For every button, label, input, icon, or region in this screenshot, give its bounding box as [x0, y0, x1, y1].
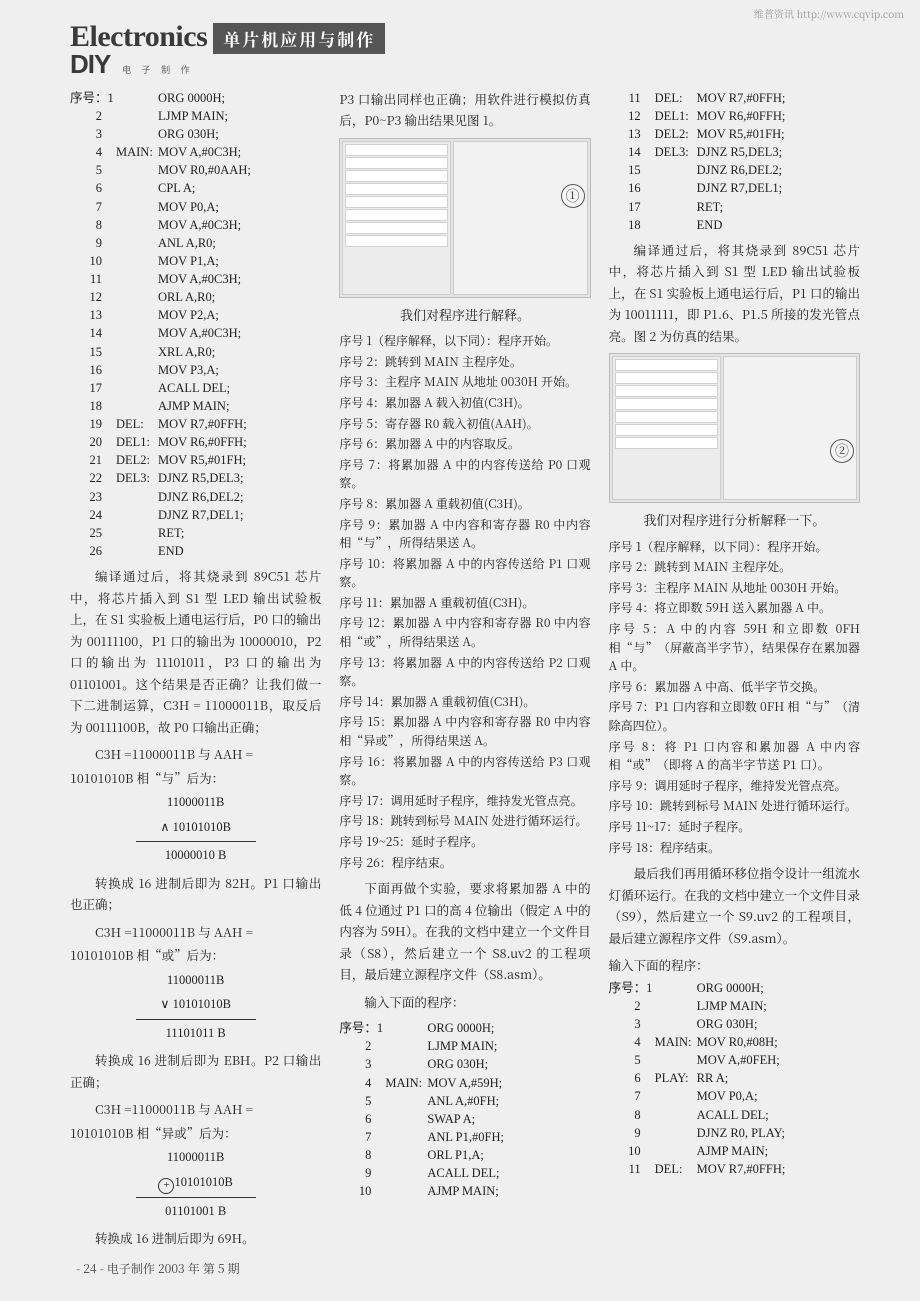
bin-or-2: ∨ 10101010B [70, 994, 321, 1016]
diy-text: DIY [70, 49, 110, 79]
explain-list-2: 序号 1（程序解释，以下同）：程序开始。序号 2：跳转到 MAIN 主程序处。序… [609, 538, 860, 858]
masthead: Electronics 单片机应用与制作 [70, 20, 860, 54]
col3-para-2: 输入下面的程序： [609, 955, 860, 977]
explain-item: 序号 7：将累加器 A 中的内容传送给 P0 口观察。 [339, 456, 590, 493]
rule-xor [136, 1197, 256, 1198]
col1-para-4: 转换成 16 进制后即为 69H。 [70, 1228, 321, 1250]
figure-1-right: ① [453, 141, 587, 295]
col3-para-1: 最后我们再用循环移位指令设计一组流水灯循环运行。在我的文档中建立一个文件目录（S… [609, 863, 860, 949]
code-block-a: 序号：1ORG 0000H;2LJMP MAIN;3ORG 030H;4MAIN… [70, 89, 321, 560]
explain-item: 序号 4：将立即数 59H 送入累加器 A 中。 [609, 599, 860, 618]
bin-xor-3: 01101001 B [70, 1201, 321, 1223]
caption-2: 我们对程序进行分析解释一下。 [609, 509, 860, 531]
explain-item: 序号 9：调用延时子程序，维持发光管点亮。 [609, 777, 860, 796]
explain-item: 序号 14：累加器 A 重载初值(C3H)。 [339, 693, 590, 712]
col1-eq2a: C3H =11000011B 与 AAH = [70, 922, 321, 944]
explain-item: 序号 13：将累加器 A 中的内容传送给 P2 口观察。 [339, 654, 590, 691]
column-3: 11DEL:MOV R7,#0FFH;12DEL1:MOV R6,#0FFH;1… [609, 89, 860, 1256]
bin-xor-1: 11000011B [70, 1147, 321, 1169]
bin-xor-2v: 10101010B [174, 1175, 232, 1189]
watermark: 维普资讯 http://www.cqvip.com [754, 6, 904, 21]
explain-list-1: 序号 1（程序解释，以下同）：程序开始。序号 2：跳转到 MAIN 主程序处。序… [339, 332, 590, 872]
column-1: 序号：1ORG 0000H;2LJMP MAIN;3ORG 030H;4MAIN… [70, 89, 321, 1256]
explain-item: 序号 6：累加器 A 中的内容取反。 [339, 435, 590, 454]
explain-item: 序号 4：累加器 A 载入初值(C3H)。 [339, 394, 590, 413]
bin-and-2: ∧ 10101010B [70, 817, 321, 839]
explain-item: 序号 11~17：延时子程序。 [609, 818, 860, 837]
columns: 序号：1ORG 0000H;2LJMP MAIN;3ORG 030H;4MAIN… [70, 89, 860, 1256]
explain-item: 序号 26：程序结束。 [339, 854, 590, 873]
explain-item: 序号 10：将累加器 A 中的内容传送给 P1 口观察。 [339, 555, 590, 592]
explain-item: 序号 8：累加器 A 重载初值(C3H)。 [339, 495, 590, 514]
rule-and [136, 841, 256, 842]
figure-2-badge: ② [830, 439, 854, 463]
explain-item: 序号 19~25：延时子程序。 [339, 833, 590, 852]
figure-1: ① [339, 138, 590, 298]
figure-2-right: ② [723, 356, 857, 500]
caption-1: 我们对程序进行解释。 [339, 304, 590, 326]
explain-item: 序号 17：调用延时子程序，维持发光管点亮。 [339, 792, 590, 811]
code-block-b: 序号：1ORG 0000H;2LJMP MAIN;3ORG 030H;4MAIN… [339, 1019, 590, 1200]
explain-item: 序号 12：累加器 A 中内容和寄存器 R0 中内容相“或”，所得结果送 A。 [339, 614, 590, 651]
explain-item: 序号 16：将累加器 A 中的内容传送给 P3 口观察。 [339, 753, 590, 790]
explain-item: 序号 1（程序解释，以下同）：程序开始。 [609, 538, 860, 557]
figure-2: ② [609, 353, 860, 503]
explain-item: 序号 9：累加器 A 中内容和寄存器 R0 中内容相“与”，所得结果送 A。 [339, 516, 590, 553]
figure-2-left [612, 356, 721, 500]
explain-item: 序号 3：主程序 MAIN 从地址 0030H 开始。 [339, 373, 590, 392]
explain-item: 序号 5：寄存器 R0 载入初值(AAH)。 [339, 415, 590, 434]
explain-item: 序号 2：跳转到 MAIN 主程序处。 [609, 558, 860, 577]
code-block-d: 序号：1ORG 0000H;2LJMP MAIN;3ORG 030H;4MAIN… [609, 979, 860, 1178]
col2-para-1: 下面再做个实验，要求将累加器 A 中的低 4 位通过 P1 口的高 4 位输出（… [339, 878, 590, 986]
explain-item: 序号 5：A 中的内容 59H 和立即数 0FH 相“与”（屏蔽高半字节），结果… [609, 620, 860, 676]
explain-item: 序号 15：累加器 A 中内容和寄存器 R0 中内容相“异或”，所得结果送 A。 [339, 713, 590, 750]
col1-eq2b: 10101010B 相“或”后为： [70, 945, 321, 967]
col1-para-1: 编译通过后，将其烧录到 89C51 芯片中，将芯片插入到 S1 型 LED 输出… [70, 566, 321, 738]
col1-para-2: 转换成 16 进制后即为 82H。P1 口输出也正确； [70, 873, 321, 916]
explain-item: 序号 18：程序结束。 [609, 839, 860, 858]
explain-item: 序号 18：跳转到标号 MAIN 处进行循环运行。 [339, 812, 590, 831]
bin-or-1: 11000011B [70, 970, 321, 992]
explain-item: 序号 7：P1 口内容和立即数 0FH 相“与”（清除高四位）。 [609, 698, 860, 735]
explain-item: 序号 2：跳转到 MAIN 主程序处。 [339, 353, 590, 372]
col1-para-3: 转换成 16 进制后即为 EBH。P2 口输出正确； [70, 1050, 321, 1093]
col2-para-0: P3 口输出同样也正确；用软件进行模拟仿真后，P0~P3 输出结果见图 1。 [339, 89, 590, 132]
explain-item: 序号 10：跳转到标号 MAIN 处进行循环运行。 [609, 797, 860, 816]
explain-item: 序号 3：主程序 MAIN 从地址 0030H 开始。 [609, 579, 860, 598]
col1-eq1a: C3H =11000011B 与 AAH = [70, 744, 321, 766]
xor-op-icon: + [158, 1178, 174, 1194]
explain-item: 序号 6：累加器 A 中高、低半字节交换。 [609, 678, 860, 697]
code-block-c: 11DEL:MOV R7,#0FFH;12DEL1:MOV R6,#0FFH;1… [609, 89, 860, 234]
masthead-diy: DIY 电 子 制 作 [70, 54, 860, 75]
bin-or-3: 11101011 B [70, 1023, 321, 1045]
col2-para-2: 输入下面的程序： [339, 992, 590, 1014]
col1-eq1b: 10101010B 相“与”后为： [70, 768, 321, 790]
rule-or [136, 1019, 256, 1020]
col1-eq3b: 10101010B 相“异或”后为： [70, 1123, 321, 1145]
figure-1-badge: ① [561, 184, 585, 208]
explain-item: 序号 1（程序解释，以下同）：程序开始。 [339, 332, 590, 351]
col3-para-0: 编译通过后，将其烧录到 89C51 芯片中，将芯片插入到 S1 型 LED 输出… [609, 240, 860, 348]
bin-and-3: 10000010 B [70, 845, 321, 867]
bin-xor-2: +10101010B [70, 1172, 321, 1194]
page: 维普资讯 http://www.cqvip.com Electronics 单片… [0, 0, 920, 1301]
col1-eq3a: C3H =11000011B 与 AAH = [70, 1099, 321, 1121]
bin-and-1: 11000011B [70, 792, 321, 814]
masthead-section-bar: 单片机应用与制作 [213, 23, 385, 54]
figure-1-left [342, 141, 451, 295]
column-2: P3 口输出同样也正确；用软件进行模拟仿真后，P0~P3 输出结果见图 1。 ①… [339, 89, 590, 1256]
diy-sub: 电 子 制 作 [122, 65, 194, 75]
page-footer: - 24 - 电子制作 2003 年 第 5 期 [76, 1260, 240, 1277]
explain-item: 序号 8：将 P1 口内容和累加器 A 中内容相“或”（即将 A 的高半字节送 … [609, 738, 860, 775]
explain-item: 序号 11：累加器 A 重载初值(C3H)。 [339, 594, 590, 613]
